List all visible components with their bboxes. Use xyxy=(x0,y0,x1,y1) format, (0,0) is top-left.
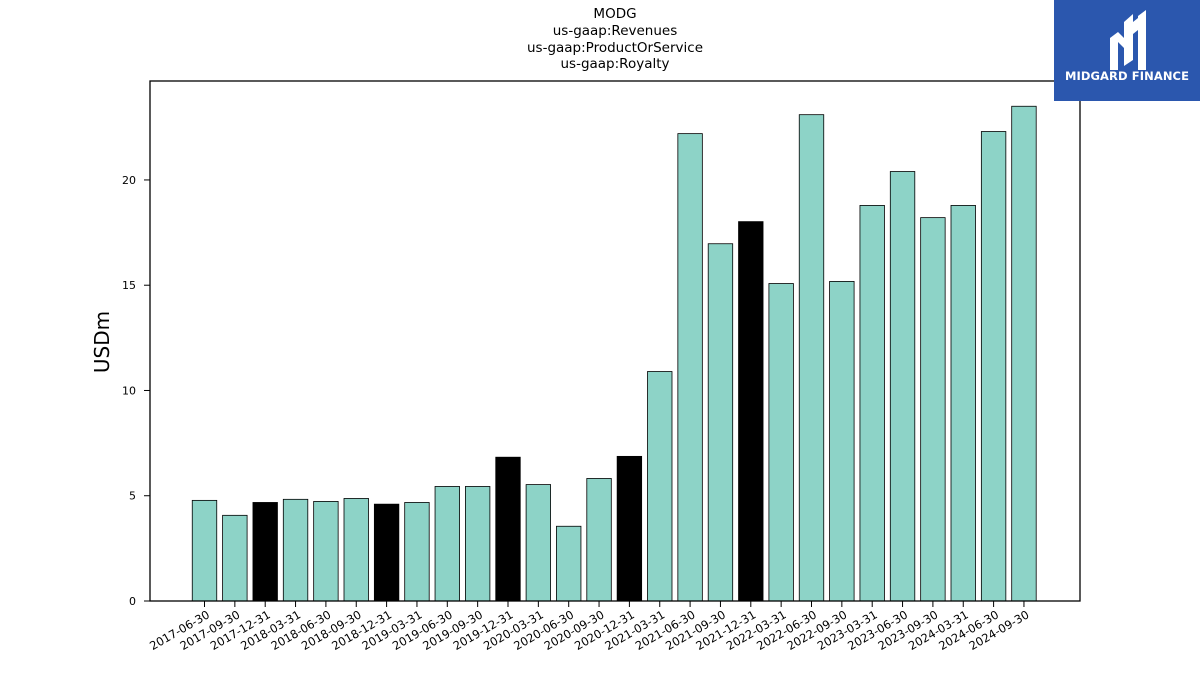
bar-2023-06-30 xyxy=(889,171,916,602)
bar-2020-12-31 xyxy=(616,455,643,602)
logo-text: MIDGARD FINANCE xyxy=(1064,69,1190,83)
chart-title-line-2: us-gaap:Revenues xyxy=(552,22,678,39)
bar-2024-06-30 xyxy=(980,131,1007,602)
bar-2024-09-30 xyxy=(1011,105,1037,602)
bar-2019-03-31 xyxy=(404,502,430,602)
bar-2018-12-31 xyxy=(373,503,400,602)
bar-2021-03-31 xyxy=(647,371,673,602)
bar-2018-09-30 xyxy=(343,498,369,602)
bar-2017-06-30 xyxy=(191,499,218,602)
bar-2019-12-31 xyxy=(495,456,521,602)
bar-2020-09-30 xyxy=(586,478,612,602)
bar-2017-09-30 xyxy=(222,514,248,602)
bar-2023-09-30 xyxy=(920,217,946,602)
logo-mark-icon xyxy=(1110,10,1146,70)
bar-2021-06-30 xyxy=(677,133,703,602)
bar-2022-03-31 xyxy=(768,283,794,602)
bar-2017-12-31 xyxy=(252,502,278,602)
bar-2024-03-31 xyxy=(950,205,976,602)
y-tick-label-0: 0 xyxy=(129,595,136,608)
y-tick-label-20: 20 xyxy=(122,174,136,187)
bar-2021-12-31 xyxy=(738,221,764,602)
bar-2018-06-30 xyxy=(313,501,339,602)
bar-2022-09-30 xyxy=(829,281,855,602)
y-tick-label-10: 10 xyxy=(122,384,136,397)
chart-title-line-1: MODG xyxy=(593,6,637,22)
chart-title: MODG us-gaap:Revenues us-gaap:ProductOrS… xyxy=(415,6,815,73)
bar-2018-03-31 xyxy=(282,498,309,602)
chart-title-line-4: us-gaap:Royalty xyxy=(560,56,670,73)
midgard-finance-logo: MIDGARD FINANCE xyxy=(1054,0,1200,101)
chart-title-line-3: us-gaap:ProductOrService xyxy=(526,39,704,56)
y-tick-label-5: 5 xyxy=(129,490,136,503)
bar-2022-06-30 xyxy=(798,114,825,602)
bar-2019-06-30 xyxy=(434,486,460,602)
y-tick-label-15: 15 xyxy=(122,279,136,292)
bar-2019-09-30 xyxy=(464,486,491,602)
plot-frame xyxy=(149,80,1081,602)
bar-2021-09-30 xyxy=(707,243,734,602)
bar-2020-06-30 xyxy=(556,525,582,602)
bar-2023-03-31 xyxy=(859,205,885,602)
bar-2020-03-31 xyxy=(525,484,551,602)
